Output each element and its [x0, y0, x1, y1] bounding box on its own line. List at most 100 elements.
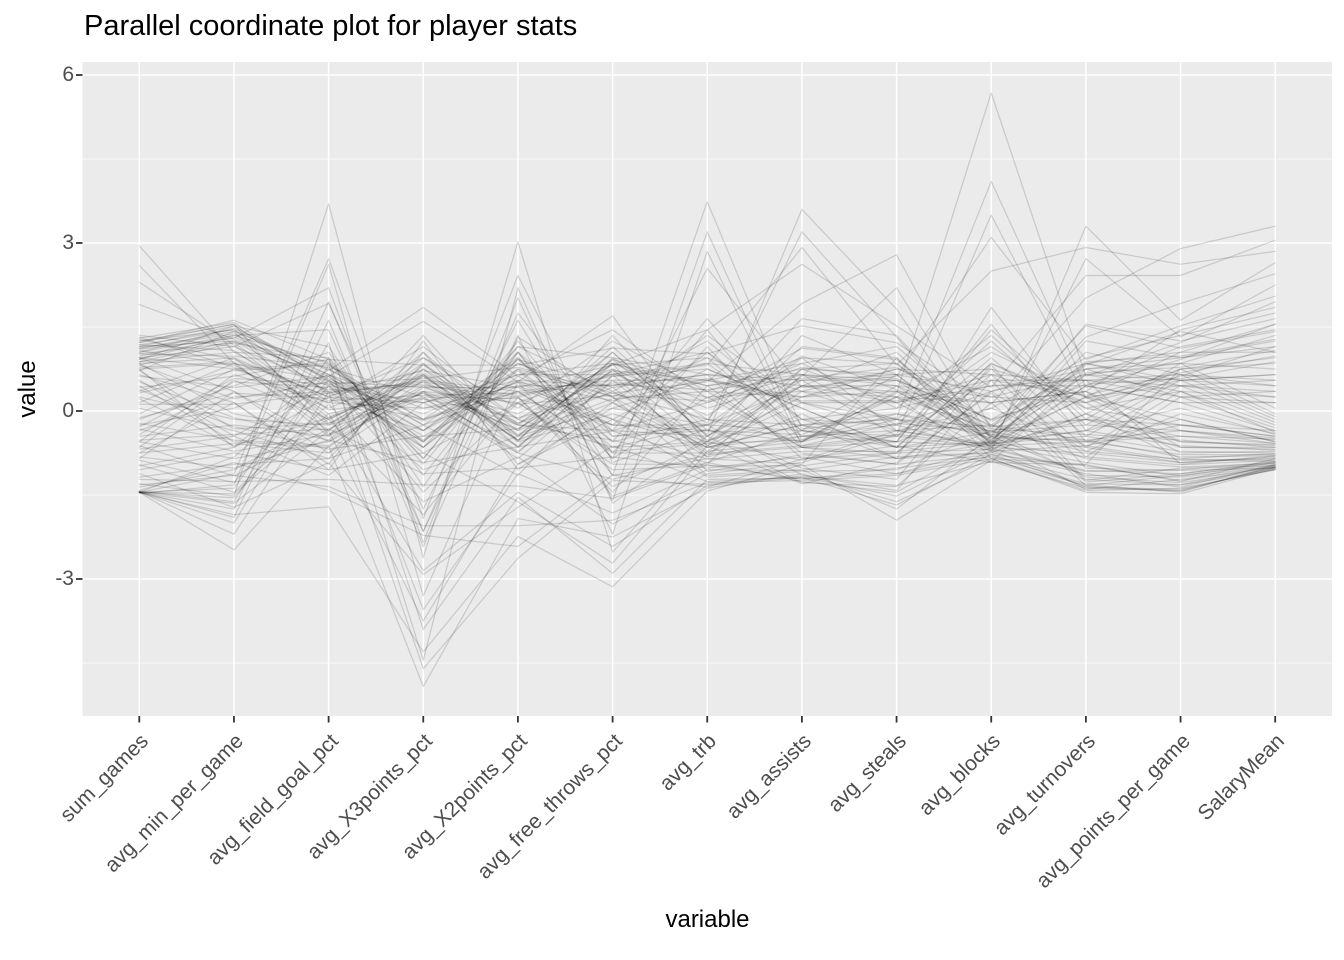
- player-line: [138, 428, 1276, 477]
- player-line: [138, 370, 1276, 449]
- player-line: [138, 357, 1276, 449]
- player-line: [138, 362, 1276, 460]
- player-line: [138, 319, 1276, 548]
- player-line: [138, 358, 1276, 493]
- player-line: [138, 362, 1276, 450]
- player-line: [138, 366, 1276, 432]
- player-line: [138, 413, 1276, 572]
- player-line: [138, 358, 1276, 443]
- player-line: [138, 231, 1276, 447]
- player-line: [138, 368, 1276, 460]
- player-line: [138, 430, 1276, 469]
- player-line: [138, 306, 1276, 404]
- player-line: [138, 390, 1276, 467]
- player-line: [138, 329, 1276, 443]
- y-tick-label: -3: [55, 567, 74, 590]
- player-line: [138, 303, 1276, 422]
- player-line: [138, 203, 1276, 559]
- player-line: [138, 246, 1276, 396]
- player-line: [138, 357, 1276, 437]
- player-line: [138, 342, 1276, 631]
- player-line: [138, 418, 1276, 622]
- player-line: [138, 263, 1276, 597]
- player-line: [138, 373, 1276, 449]
- player-line: [138, 287, 1276, 447]
- player-line: [138, 345, 1276, 443]
- player-line: [138, 180, 1276, 510]
- player-line: [138, 379, 1276, 460]
- player-line: [138, 336, 1276, 449]
- player-line: [138, 334, 1276, 449]
- player-line: [138, 329, 1276, 404]
- player-line: [138, 239, 1276, 389]
- player-line: [138, 323, 1276, 447]
- player-line: [138, 396, 1276, 516]
- player-line: [138, 368, 1276, 449]
- player-line: [138, 403, 1276, 525]
- player-line: [138, 351, 1276, 465]
- player-line: [138, 345, 1276, 426]
- player-line: [138, 281, 1276, 433]
- player-line: [138, 362, 1276, 499]
- player-line: [138, 344, 1276, 421]
- player-line: [138, 364, 1276, 441]
- player-line: [138, 362, 1276, 452]
- player-line: [138, 351, 1276, 432]
- player-line: [138, 317, 1276, 443]
- y-tick-label: 0: [62, 399, 74, 422]
- player-line: [138, 325, 1276, 432]
- player-line: [138, 373, 1276, 493]
- player-line: [138, 264, 1276, 428]
- player-line: [138, 364, 1276, 449]
- player-line: [138, 445, 1276, 548]
- player-line: [138, 336, 1276, 445]
- player-line: [138, 301, 1276, 533]
- player-line: [138, 317, 1276, 449]
- player-line: [138, 245, 1276, 422]
- player-line: [138, 214, 1276, 535]
- player-line: [138, 254, 1276, 430]
- player-line: [138, 459, 1276, 653]
- player-line: [138, 351, 1276, 449]
- player-line: [138, 358, 1276, 447]
- player-line: [138, 258, 1276, 520]
- player-line: [138, 351, 1276, 477]
- player-line: [138, 340, 1276, 426]
- player-line: [138, 390, 1276, 464]
- player-line: [138, 385, 1276, 451]
- player-line: [138, 456, 1276, 499]
- player-line: [138, 362, 1276, 460]
- player-line: [138, 370, 1276, 450]
- x-axis-title: variable: [665, 906, 750, 933]
- player-line: [138, 445, 1276, 576]
- player-line: [138, 312, 1276, 432]
- player-line: [138, 445, 1276, 688]
- player-line: [138, 381, 1276, 452]
- player-line: [138, 236, 1276, 488]
- player-line: [138, 351, 1276, 439]
- player-line: [138, 208, 1276, 452]
- player-line: [138, 351, 1276, 477]
- player-line: [138, 362, 1276, 465]
- player-line: [138, 340, 1276, 471]
- player-line: [138, 357, 1276, 454]
- player-line: [138, 391, 1276, 670]
- player-line: [138, 92, 1276, 544]
- player-line: [138, 401, 1276, 480]
- player-line: [138, 287, 1276, 661]
- player-line: [138, 364, 1276, 449]
- y-tick-label: 6: [62, 63, 74, 86]
- player-line: [138, 273, 1276, 436]
- player-line: [138, 373, 1276, 460]
- y-tick-label: 3: [62, 231, 74, 254]
- player-line: [138, 457, 1276, 527]
- player-line: [138, 340, 1276, 398]
- player-line: [138, 368, 1276, 454]
- player-line: [138, 373, 1276, 449]
- plot-title: Parallel coordinate plot for player stat…: [84, 10, 578, 42]
- player-line: [138, 329, 1276, 426]
- player-line: [138, 364, 1276, 611]
- player-line: [138, 225, 1276, 405]
